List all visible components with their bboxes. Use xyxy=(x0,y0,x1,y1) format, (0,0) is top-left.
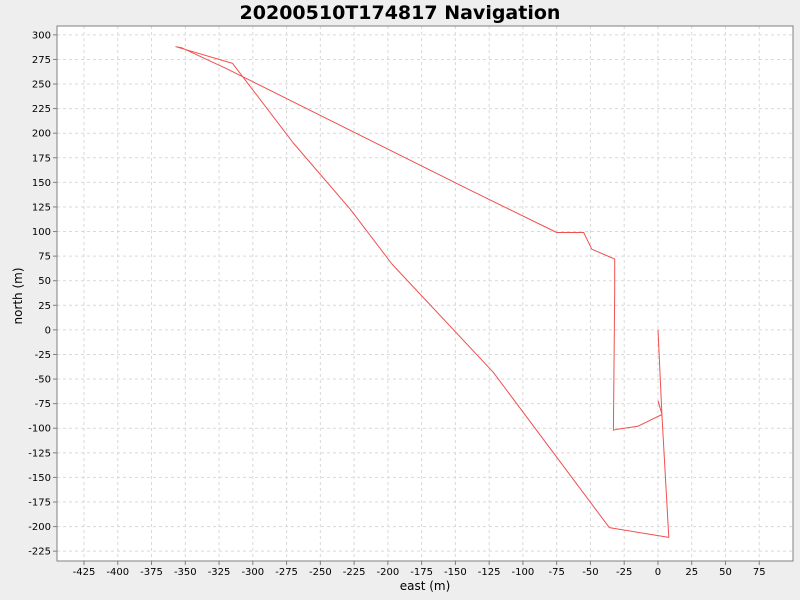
x-tick-label: -200 xyxy=(377,567,400,578)
y-tick-label: 100 xyxy=(32,227,51,238)
x-tick-label: -300 xyxy=(241,567,264,578)
x-tick-label: -275 xyxy=(275,567,298,578)
plot-border xyxy=(56,25,794,562)
y-tick-label: -175 xyxy=(28,497,51,508)
x-tick-label: -25 xyxy=(616,567,632,578)
x-tick-label: -75 xyxy=(548,567,564,578)
y-tick-label: 0 xyxy=(45,325,51,336)
x-tick-label: -425 xyxy=(73,567,96,578)
y-tick-label: -200 xyxy=(28,522,51,533)
y-tick-label: 75 xyxy=(38,252,51,263)
y-tick-label: 225 xyxy=(32,104,51,115)
chart-title: 20200510T174817 Navigation xyxy=(240,2,561,24)
x-tick-label: -50 xyxy=(582,567,598,578)
y-tick-label: -25 xyxy=(35,350,51,361)
y-tick-label: 175 xyxy=(32,153,51,164)
y-tick-label: 200 xyxy=(32,129,51,140)
x-tick-label: -350 xyxy=(174,567,197,578)
x-tick-label: -175 xyxy=(410,567,433,578)
grid-lines xyxy=(57,26,793,561)
axis-ticks: -425 -400 -375 -350 -325 -300 -275 -250 -225 -200… xyxy=(28,30,765,578)
y-tick-label: 150 xyxy=(32,178,51,189)
x-tick-label: -400 xyxy=(106,567,129,578)
y-tick-label: 250 xyxy=(32,80,51,91)
navigation-track-line xyxy=(175,46,670,538)
plot-area xyxy=(57,26,793,561)
x-tick-label: -250 xyxy=(309,567,332,578)
x-axis-label: east (m) xyxy=(400,579,451,593)
x-tick-label: -100 xyxy=(512,567,535,578)
y-tick-label: 275 xyxy=(32,55,51,66)
y-tick-label: -125 xyxy=(28,448,51,459)
x-tick-label: 75 xyxy=(753,567,766,578)
y-tick-label: -225 xyxy=(28,547,51,558)
x-tick-label: 50 xyxy=(719,567,732,578)
y-tick-label: -50 xyxy=(35,375,51,386)
y-tick-label: 125 xyxy=(32,202,51,213)
x-tick-label: -150 xyxy=(444,567,467,578)
y-axis-label: north (m) xyxy=(11,267,25,324)
x-tick-label: -375 xyxy=(140,567,163,578)
x-tick-label: -325 xyxy=(208,567,231,578)
y-tick-label: -75 xyxy=(35,399,51,410)
series-layer xyxy=(175,46,670,538)
y-tick-label: -150 xyxy=(28,473,51,484)
y-tick-label: 25 xyxy=(38,301,51,312)
x-tick-label: -125 xyxy=(478,567,501,578)
y-tick-label: 50 xyxy=(38,276,51,287)
y-tick-label: 300 xyxy=(32,30,51,41)
x-tick-label: 0 xyxy=(655,567,661,578)
x-tick-label: -225 xyxy=(343,567,366,578)
y-tick-label: -100 xyxy=(28,424,51,435)
x-tick-label: 25 xyxy=(685,567,698,578)
